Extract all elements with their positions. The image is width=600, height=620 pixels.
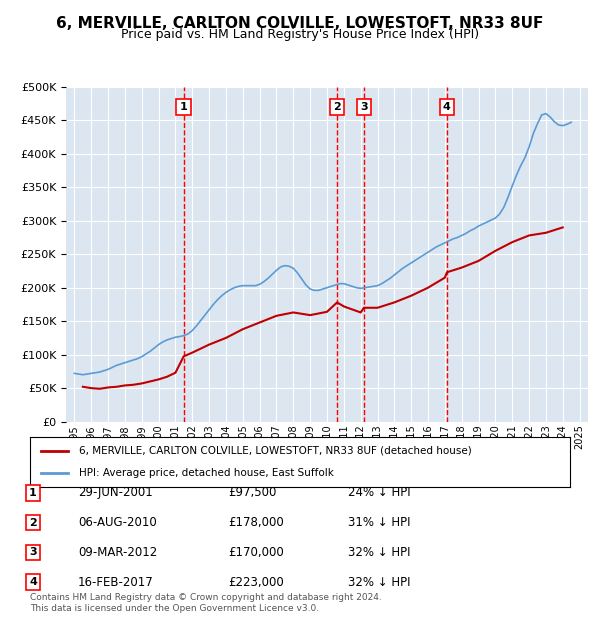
Text: 2: 2	[333, 102, 341, 112]
Text: 1: 1	[29, 488, 37, 498]
Text: 3: 3	[360, 102, 368, 112]
Text: 6, MERVILLE, CARLTON COLVILLE, LOWESTOFT, NR33 8UF: 6, MERVILLE, CARLTON COLVILLE, LOWESTOFT…	[56, 16, 544, 30]
Text: 09-MAR-2012: 09-MAR-2012	[78, 546, 157, 559]
Text: 2: 2	[29, 518, 37, 528]
Text: Price paid vs. HM Land Registry's House Price Index (HPI): Price paid vs. HM Land Registry's House …	[121, 28, 479, 41]
Text: 32% ↓ HPI: 32% ↓ HPI	[348, 546, 410, 559]
Text: 29-JUN-2001: 29-JUN-2001	[78, 487, 153, 499]
Text: £178,000: £178,000	[228, 516, 284, 529]
Text: £223,000: £223,000	[228, 576, 284, 588]
Text: 24% ↓ HPI: 24% ↓ HPI	[348, 487, 410, 499]
Text: £97,500: £97,500	[228, 487, 277, 499]
Text: HPI: Average price, detached house, East Suffolk: HPI: Average price, detached house, East…	[79, 468, 334, 478]
Text: 4: 4	[29, 577, 37, 587]
Text: 32% ↓ HPI: 32% ↓ HPI	[348, 576, 410, 588]
Text: 06-AUG-2010: 06-AUG-2010	[78, 516, 157, 529]
Text: 4: 4	[443, 102, 451, 112]
Text: 3: 3	[29, 547, 37, 557]
Text: Contains HM Land Registry data © Crown copyright and database right 2024.
This d: Contains HM Land Registry data © Crown c…	[30, 593, 382, 613]
Text: 31% ↓ HPI: 31% ↓ HPI	[348, 516, 410, 529]
Text: 16-FEB-2017: 16-FEB-2017	[78, 576, 154, 588]
Text: 1: 1	[180, 102, 188, 112]
Text: 6, MERVILLE, CARLTON COLVILLE, LOWESTOFT, NR33 8UF (detached house): 6, MERVILLE, CARLTON COLVILLE, LOWESTOFT…	[79, 446, 472, 456]
Text: £170,000: £170,000	[228, 546, 284, 559]
